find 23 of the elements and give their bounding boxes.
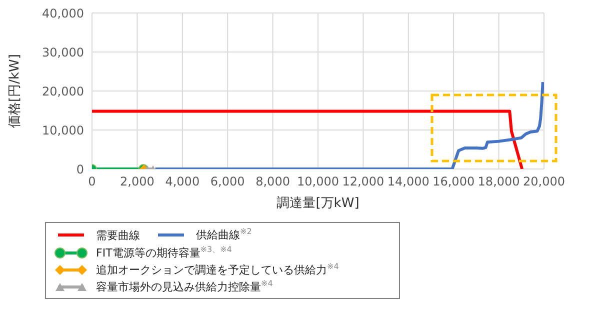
- x-tick-label: 14,000: [387, 174, 430, 189]
- x-tick-label: 16,000: [432, 174, 475, 189]
- y-tick-label: 0: [76, 162, 84, 176]
- x-tick-label: 12,000: [342, 174, 384, 189]
- legend-label: 需要曲線: [96, 228, 140, 242]
- legend-label: 容量市場外の見込み供給力控除量$^{※4}$: [96, 278, 273, 294]
- y-tick-label: 20,000: [42, 84, 84, 98]
- x-tick-label: 10,000: [297, 174, 339, 189]
- x-tick-label: 20,000: [523, 174, 565, 189]
- x-axis-title: 調達量[万kW]: [276, 196, 360, 211]
- legend-label: FIT電源等の期待容量$^{※3、※4}$: [96, 244, 232, 261]
- legend-label: 供給曲線$^{※2}$: [196, 227, 252, 243]
- y-axis-title: 価格[円/kW]: [8, 54, 23, 128]
- x-tick-label: 8,000: [256, 174, 290, 189]
- x-tick-label: 2,000: [120, 174, 154, 189]
- x-tick-label: 4,000: [165, 174, 200, 189]
- x-tick-label: 6,000: [210, 174, 245, 189]
- y-tick-label: 10,000: [42, 123, 84, 138]
- x-tick-label: 0: [88, 174, 96, 189]
- legend-label: 追加オークションで調達を予定している供給力$^{※4}$: [96, 262, 339, 278]
- x-tick-label: 18,000: [478, 174, 520, 189]
- y-tick-label: 30,000: [42, 45, 84, 60]
- y-tick-label: 40,000: [42, 6, 84, 20]
